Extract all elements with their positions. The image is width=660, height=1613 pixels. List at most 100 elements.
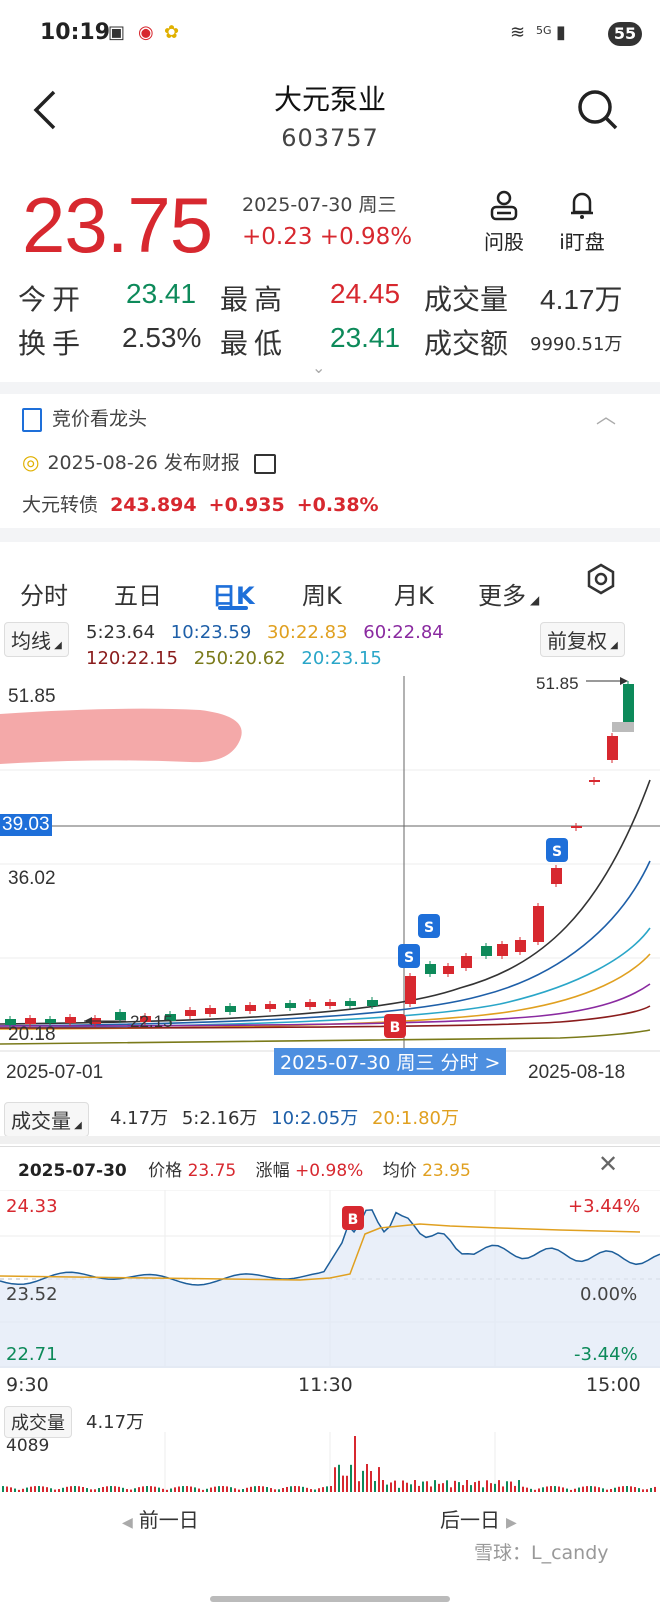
volume-bar [162, 1488, 164, 1492]
tab-five-day[interactable]: 五日 [114, 582, 162, 610]
ma-legend-row1: 5:23.64 10:23.59 30:22.83 60:22.84 [86, 622, 444, 643]
volume-bar [126, 1489, 128, 1492]
ma-legend-item: 20:23.15 [301, 648, 382, 669]
tab-monthly-k[interactable]: 月K [394, 582, 434, 610]
sell-marker[interactable]: S [398, 944, 420, 968]
volume-bar [586, 1486, 588, 1492]
volume-bar [638, 1488, 640, 1492]
ma-legend-item: 250:20.62 [193, 648, 286, 669]
volume-bar [146, 1486, 148, 1492]
intraday-volume-label[interactable]: 成交量 [4, 1406, 72, 1438]
adjust-selector[interactable]: 前复权 ◢ [540, 622, 625, 657]
current-price: 23.75 [22, 181, 213, 269]
tab-active-indicator [218, 606, 248, 610]
stock-code: 603757 [281, 124, 379, 152]
volume-bar [46, 1487, 48, 1492]
tab-intraday[interactable]: 分时 [20, 582, 68, 610]
volume-bar [354, 1436, 356, 1492]
prev-day-button[interactable]: ◀ 前一日 [122, 1504, 199, 1533]
volume-bar [10, 1487, 12, 1492]
buy-marker[interactable]: B [342, 1206, 364, 1230]
bond-row[interactable]: 大元转债 243.894 +0.935 +0.38% [22, 490, 379, 517]
volume-bar [390, 1482, 392, 1492]
high-label: 最高 [220, 283, 289, 316]
bond-change: +0.935 [208, 494, 285, 516]
calendar-icon[interactable] [253, 453, 276, 474]
volume-bar [418, 1485, 420, 1492]
collapse-chevron-icon[interactable]: ︿ [596, 404, 616, 428]
kline-chart[interactable]: B S S S [0, 676, 660, 1052]
volume-bars [2, 1436, 656, 1492]
volume-bar [374, 1481, 376, 1492]
volume-bar [234, 1488, 236, 1492]
crosshair-date-label[interactable]: 2025-07-30 周三 分时 > [274, 1048, 507, 1075]
report-row[interactable]: ◎ 2025-08-26 发布财报 [22, 448, 276, 475]
volume-bar [522, 1486, 524, 1492]
volume-bar [414, 1480, 416, 1492]
volume-bar [342, 1475, 344, 1492]
volume-bar [486, 1480, 488, 1492]
volume-selector[interactable]: 成交量 ◢ [4, 1102, 89, 1137]
turnover-value: 2.53% [122, 322, 202, 353]
volume-bar [410, 1484, 412, 1492]
volume-bar [262, 1486, 264, 1492]
search-button[interactable] [576, 88, 620, 136]
buy-marker-text: B [348, 1212, 359, 1228]
intraday-pct-top: +3.44% [568, 1196, 641, 1217]
volume-bar [90, 1489, 92, 1492]
intraday-panel [0, 1146, 660, 1527]
back-button[interactable] [28, 88, 64, 136]
intraday-price-label: 价格 [148, 1161, 183, 1181]
home-indicator[interactable] [210, 1596, 450, 1602]
ma-selector[interactable]: 均线 ◢ [4, 622, 69, 657]
auction-row[interactable]: 竞价看龙头 [22, 404, 147, 432]
volume-bar [346, 1475, 348, 1492]
volume-bar [318, 1488, 320, 1492]
dropdown-icon: ◢ [530, 593, 540, 607]
volume-bar [122, 1487, 124, 1492]
buy-marker[interactable]: B [384, 1014, 406, 1038]
bell-icon [571, 192, 593, 219]
volume-bar [534, 1489, 536, 1492]
tab-more-label: 更多 [478, 582, 526, 610]
sell-marker[interactable]: S [546, 838, 568, 862]
volume-bar [618, 1486, 620, 1492]
settings-button[interactable] [584, 562, 618, 600]
volume-bar [82, 1486, 84, 1492]
low-value: 23.41 [330, 322, 401, 353]
tab-more[interactable]: 更多 ◢ [478, 576, 539, 611]
volume-bar [642, 1489, 644, 1492]
tab-daily-k[interactable]: 日K [212, 582, 255, 610]
intraday-date: 2025-07-30 [18, 1161, 127, 1181]
volume-bar [466, 1480, 468, 1492]
volume-bar [150, 1486, 152, 1492]
ma-legend-item: 10:23.59 [170, 622, 252, 643]
watch-label: i盯盘 [559, 230, 605, 254]
ask-stock-label: 问股 [484, 230, 524, 254]
ask-stock-button[interactable]: 问股 [476, 188, 532, 255]
volume-bar [106, 1486, 108, 1492]
volume-bar [230, 1487, 232, 1492]
volume-label: 成交量 [424, 283, 509, 316]
volume-bar [438, 1483, 440, 1492]
volume-bar [402, 1480, 404, 1492]
watch-button[interactable]: i盯盘 [550, 188, 614, 255]
volume-bar [206, 1488, 208, 1492]
next-day-button[interactable]: 后一日 ▶ [440, 1504, 517, 1533]
back-arrow-icon [33, 90, 56, 130]
volume-bar [366, 1464, 368, 1492]
volume-bar [302, 1486, 304, 1492]
prev-day-label: 前一日 [138, 1508, 199, 1532]
expand-chevron-icon[interactable]: ⌄ [312, 358, 326, 377]
sell-marker[interactable]: S [418, 914, 440, 938]
volume-bar [282, 1488, 284, 1492]
volume-bar [326, 1486, 328, 1492]
lightbulb-icon: ◎ [22, 450, 40, 474]
close-icon[interactable]: ✕ [598, 1150, 619, 1178]
vol-legend-item: 10:2.05万 [271, 1108, 359, 1129]
intraday-pct-low: -3.44% [574, 1344, 638, 1365]
volume-bar [350, 1464, 352, 1492]
buy-marker-text: B [390, 1020, 401, 1036]
intraday-chart[interactable]: B [0, 1190, 660, 1368]
tab-weekly-k[interactable]: 周K [302, 582, 342, 610]
